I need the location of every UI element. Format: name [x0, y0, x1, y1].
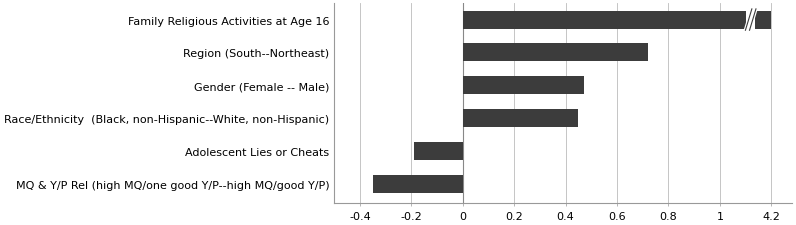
Bar	[462, 109, 579, 127]
Bar	[746, 10, 755, 31]
Bar	[462, 77, 583, 95]
Bar	[462, 44, 648, 62]
Bar	[414, 142, 462, 160]
Bar	[462, 11, 771, 29]
Bar	[373, 175, 462, 193]
